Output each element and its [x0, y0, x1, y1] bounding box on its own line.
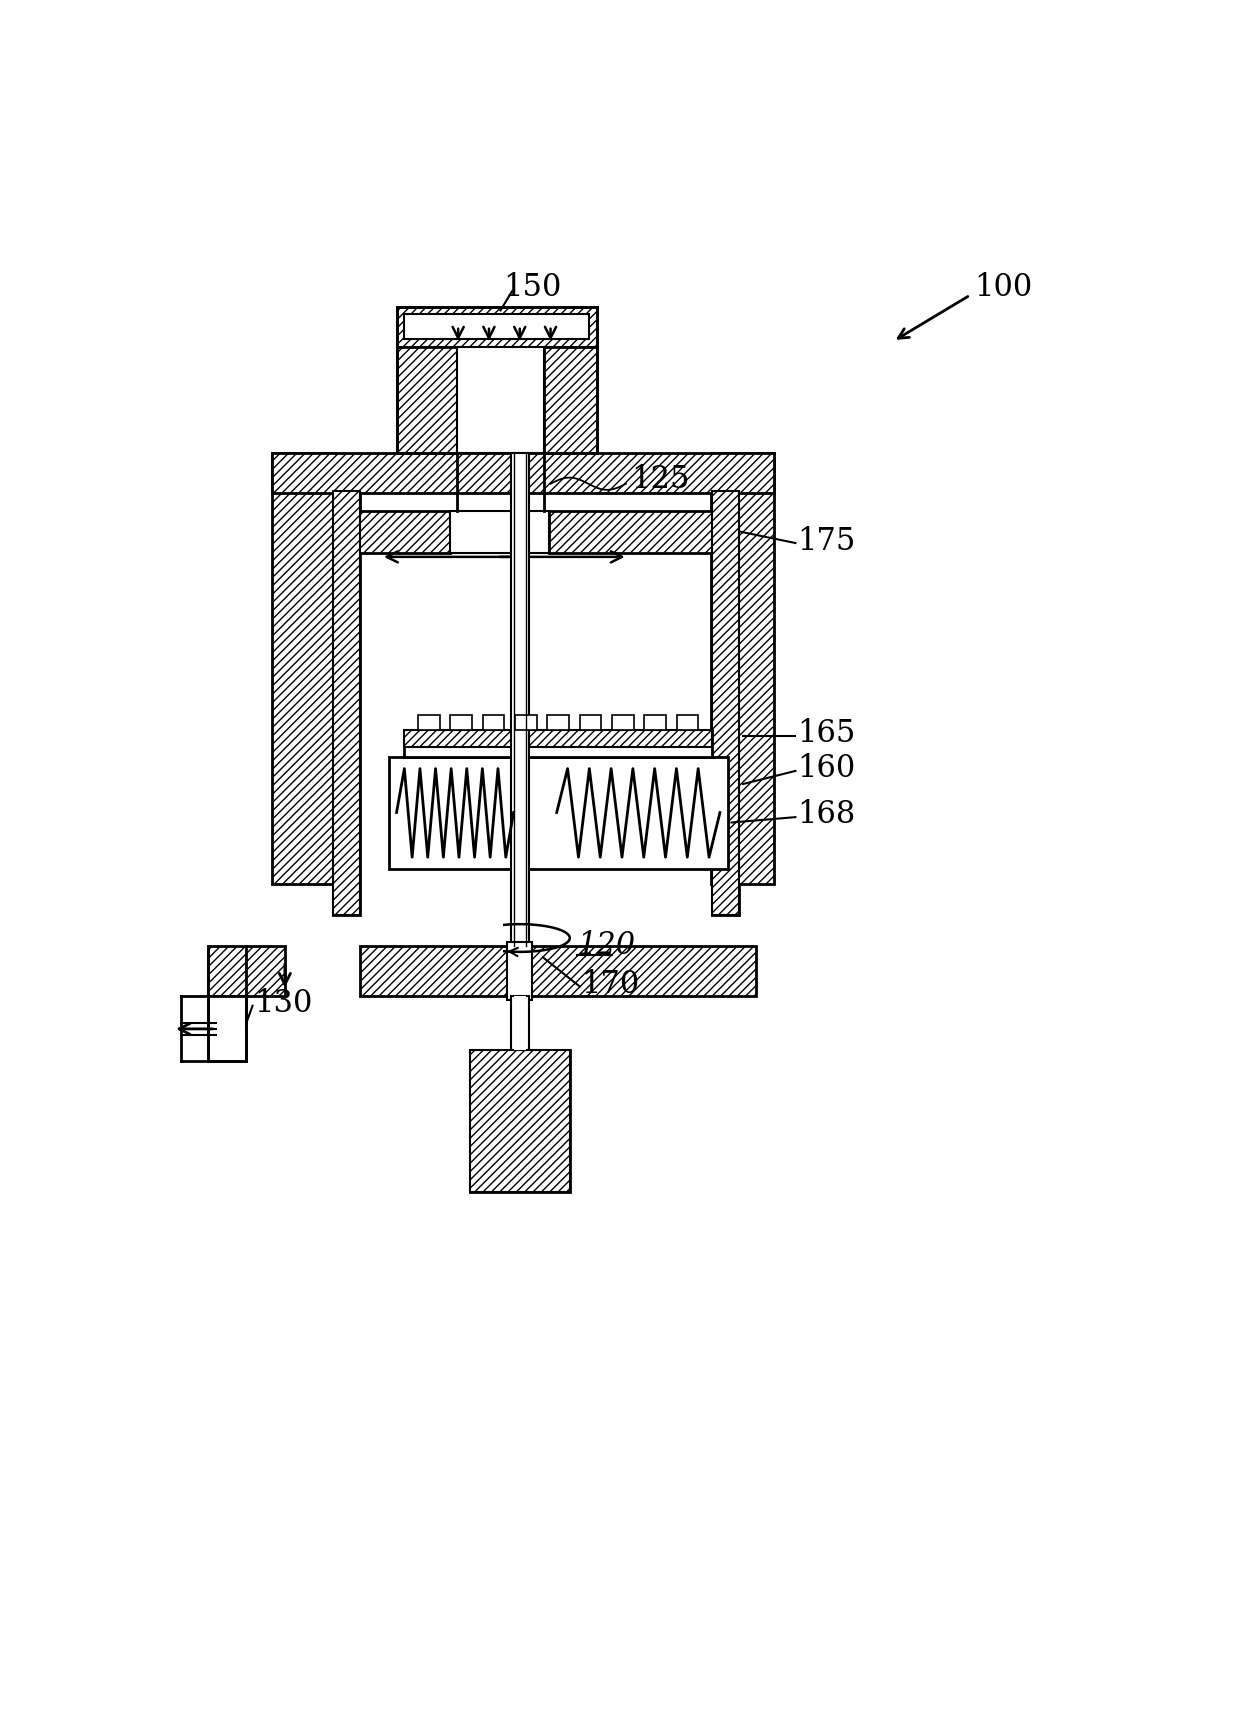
Text: 160: 160 [797, 754, 855, 785]
Text: 170: 170 [582, 969, 640, 1000]
Bar [510, 996, 529, 1050]
Bar [645, 714, 666, 730]
Bar [333, 511, 451, 552]
Bar [360, 947, 756, 996]
Bar [451, 511, 548, 552]
Bar [510, 453, 529, 947]
Bar [451, 714, 472, 730]
Bar [396, 346, 457, 453]
Bar [272, 453, 774, 492]
Text: 120: 120 [577, 931, 635, 962]
Bar [469, 1050, 569, 1193]
Bar [548, 511, 712, 552]
Bar [677, 714, 698, 730]
Bar [405, 315, 589, 339]
Bar [515, 714, 537, 730]
Text: 150: 150 [503, 272, 561, 303]
Bar [333, 492, 360, 916]
Bar [469, 1050, 569, 1193]
Bar [396, 306, 597, 346]
Bar [333, 492, 360, 916]
Text: 168: 168 [797, 799, 855, 830]
Bar [545, 346, 597, 453]
Bar [405, 730, 712, 747]
Bar [389, 757, 728, 869]
Bar [405, 730, 712, 757]
Bar [483, 714, 504, 730]
Bar [547, 714, 569, 730]
Bar [208, 996, 246, 1062]
Bar [272, 453, 335, 885]
Bar [508, 941, 532, 1000]
Bar [612, 714, 634, 730]
Text: 165: 165 [797, 718, 855, 749]
Bar [457, 346, 545, 453]
Text: 100: 100 [974, 272, 1032, 303]
Bar [418, 714, 439, 730]
Text: 175: 175 [797, 527, 855, 558]
Bar [579, 714, 602, 730]
Bar [712, 492, 739, 916]
Bar [514, 996, 526, 1050]
Bar [208, 947, 285, 996]
Bar [712, 492, 739, 916]
Bar [711, 453, 774, 885]
Text: 130: 130 [254, 988, 312, 1019]
Text: 125: 125 [631, 465, 690, 496]
